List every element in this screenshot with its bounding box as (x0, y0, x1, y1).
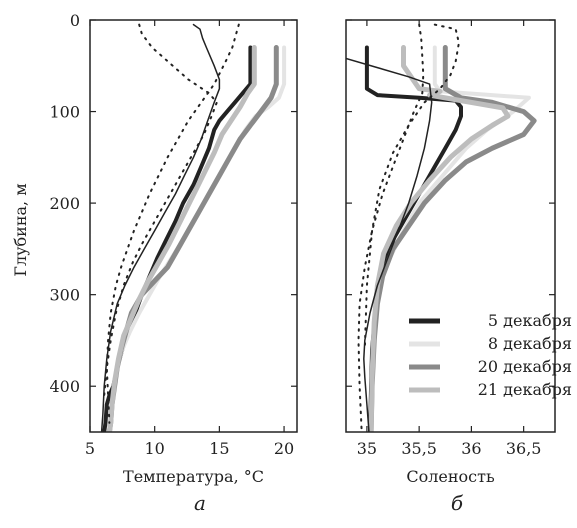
series-line-5-декабря (102, 45, 253, 432)
series-line-8-декабря (107, 45, 287, 432)
x-tick-label: 35 (357, 439, 377, 458)
plot-frame (89, 19, 298, 433)
y-tick-label: 300 (49, 286, 80, 305)
x-tick-label: 10 (145, 439, 165, 458)
legend: 5 декабря 8 декабря 20 декабря 21 декабря (409, 311, 572, 399)
legend-label: 21 декабря (478, 380, 572, 399)
thin-profile-line (346, 57, 433, 432)
x-axis-label: Соленость (406, 467, 495, 486)
x-tick-label: 5 (85, 439, 95, 458)
legend-label: 8 декабря (488, 334, 572, 353)
panel-letter-b: б (451, 491, 464, 515)
series-group (346, 23, 537, 432)
x-tick-label: 36,5 (506, 439, 542, 458)
dotted-profile-line (103, 23, 218, 397)
x-axis-label: Температура, °C (123, 467, 264, 486)
panel-letter-a: а (194, 491, 206, 515)
dotted-profile-line (363, 23, 460, 351)
x-tick-label: 36 (461, 439, 481, 458)
thin-profile-line (100, 23, 221, 432)
y-tick-label: 400 (49, 377, 80, 396)
x-tick-label: 20 (274, 439, 294, 458)
x-tick-label: 35,5 (401, 439, 437, 458)
plot-frame (345, 19, 556, 433)
series-line-5-декабря (364, 45, 463, 432)
dotted-profile-line (357, 23, 425, 432)
series-line-20-декабря (106, 45, 279, 432)
legend-label: 5 декабря (488, 311, 572, 330)
legend-label: 20 декабря (478, 357, 572, 376)
series-group (100, 23, 287, 432)
salinity-panel: 35 35,5 36 36,5 Соленость 5 декабря 8 декабря 2… (345, 19, 572, 486)
y-tick-label: 0 (70, 11, 80, 30)
series-line-21-декабря (106, 45, 257, 432)
y-axis-label: Глубина, м (11, 183, 30, 276)
y-tick-label: 200 (49, 194, 80, 213)
x-tick-label: 15 (209, 439, 229, 458)
y-tick-label: 100 (49, 103, 80, 122)
